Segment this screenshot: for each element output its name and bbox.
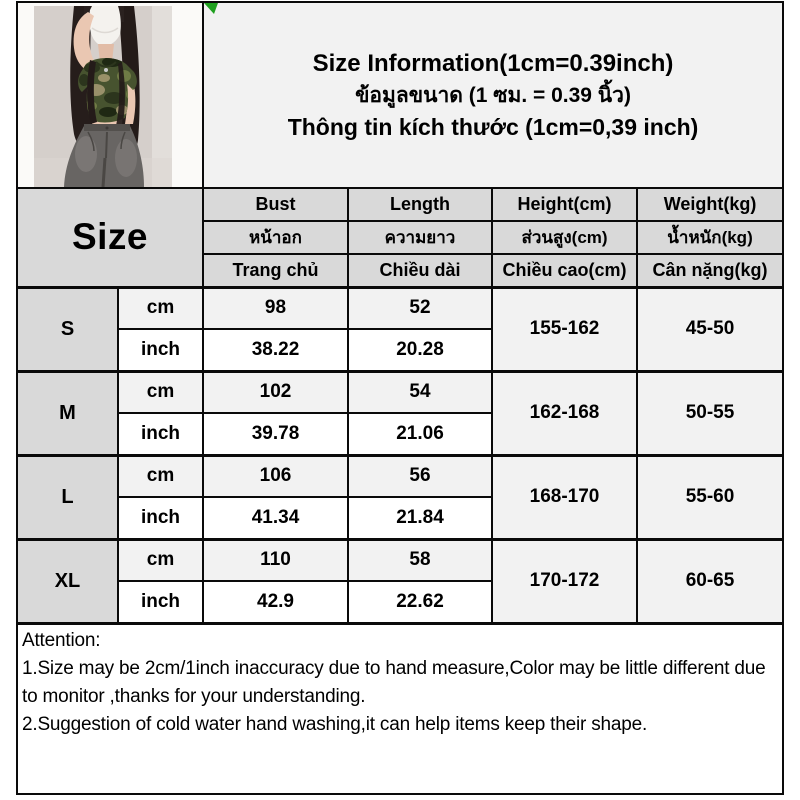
size-label-xl: XL (16, 537, 119, 624)
title-thai: ข้อมูลขนาด (1 ซม. = 0.39 นิ้ว) (355, 83, 631, 107)
unit-inch-s: inch (117, 328, 204, 372)
header-height-vi: Chiều cao(cm) (491, 253, 638, 288)
xl-bust-cm: 110 (202, 537, 349, 582)
header-row-th: หน้าอก ความยาว ส่วนสูง(cm) น้ำหนัก(kg) (17, 220, 785, 255)
m-length-cm: 54 (347, 369, 493, 414)
header-weight-vi: Cân nặng(kg) (635, 253, 785, 288)
row-s-inch: inch 38.22 20.28 (17, 328, 783, 372)
unit-inch-l: inch (117, 496, 204, 540)
size-label-m: M (16, 369, 119, 456)
title-vietnamese: Thông tin kích thước (1cm=0,39 inch) (287, 113, 699, 140)
header-row-vi: Trang chủ Chiều dài Chiều cao(cm) Cân nặ… (17, 253, 785, 288)
l-bust-inch: 41.34 (202, 496, 349, 540)
unit-cm-l: cm (117, 453, 204, 498)
unit-inch-xl: inch (117, 580, 204, 624)
title-cell: Size Information(1cm=0.39inch) ข้อมูลขนา… (201, 1, 785, 189)
unit-inch-m: inch (117, 412, 204, 456)
size-label-l: L (16, 453, 119, 540)
attention-row: Attention: 1.Size may be 2cm/1inch inacc… (15, 621, 785, 795)
header-weight-en: Weight(kg) (635, 187, 785, 222)
l-height: 168-170 (491, 453, 638, 540)
product-photo-illustration (34, 6, 172, 186)
l-length-cm: 56 (347, 453, 493, 498)
header-height-th: ส่วนสูง(cm) (491, 220, 638, 255)
attention-heading: Attention: (22, 629, 101, 651)
unit-cm-xl: cm (117, 537, 204, 582)
l-weight: 55-60 (635, 453, 785, 540)
m-height: 162-168 (491, 369, 638, 456)
product-photo-cell (16, 1, 204, 189)
header-bust-vi: Trang chủ (202, 253, 349, 288)
m-bust-inch: 39.78 (202, 412, 349, 456)
green-corner-marker-icon (205, 4, 218, 14)
xl-length-inch: 22.62 (347, 580, 493, 624)
l-length-inch: 21.84 (347, 496, 493, 540)
size-label-s: S (16, 285, 119, 372)
row-s-cm: S cm 98 52 155-162 45-50 (16, 285, 785, 372)
xl-height: 170-172 (491, 537, 638, 624)
m-length-inch: 21.06 (347, 412, 493, 456)
row-xl-cm: XL cm 110 58 170-172 60-65 (16, 537, 785, 624)
l-bust-cm: 106 (202, 453, 349, 498)
header-bust-th: หน้าอก (202, 220, 349, 255)
row-m-inch: inch 39.78 21.06 (17, 412, 783, 456)
size-corner-header: Size (16, 187, 204, 288)
attention-note-1: 1.Size may be 2cm/1inch inaccuracy due t… (22, 657, 766, 707)
s-bust-cm: 98 (202, 285, 349, 330)
s-weight: 45-50 (635, 285, 785, 372)
size-chart-sheet: Size Information(1cm=0.39inch) ข้อมูลขนา… (15, 1, 785, 795)
xl-weight: 60-65 (635, 537, 785, 624)
header-row-en: Size Bust Length Height(cm) Weight(kg) (16, 187, 785, 288)
xl-length-cm: 58 (347, 537, 493, 582)
top-row: Size Information(1cm=0.39inch) ข้อมูลขนา… (16, 1, 785, 189)
s-height: 155-162 (491, 285, 638, 372)
s-length-inch: 20.28 (347, 328, 493, 372)
size-chart-table: Size Information(1cm=0.39inch) ข้อมูลขนา… (15, 1, 785, 795)
xl-bust-inch: 42.9 (202, 580, 349, 624)
attention-note-2: 2.Suggestion of cold water hand washing,… (22, 713, 648, 735)
header-length-en: Length (347, 187, 493, 222)
m-bust-cm: 102 (202, 369, 349, 414)
title-english: Size Information(1cm=0.39inch) (312, 49, 674, 77)
row-m-cm: M cm 102 54 162-168 50-55 (16, 369, 785, 456)
attention-cell: Attention: 1.Size may be 2cm/1inch inacc… (15, 621, 785, 795)
row-l-inch: inch 41.34 21.84 (17, 496, 783, 540)
m-weight: 50-55 (635, 369, 785, 456)
s-length-cm: 52 (347, 285, 493, 330)
row-l-cm: L cm 106 56 168-170 55-60 (16, 453, 785, 540)
header-height-en: Height(cm) (491, 187, 638, 222)
header-length-vi: Chiều dài (347, 253, 493, 288)
s-bust-inch: 38.22 (202, 328, 349, 372)
unit-cm-m: cm (117, 369, 204, 414)
header-bust-en: Bust (202, 187, 349, 222)
row-xl-inch: inch 42.9 22.62 (17, 580, 783, 624)
header-length-th: ความยาว (347, 220, 493, 255)
unit-cm-s: cm (117, 285, 204, 330)
header-weight-th: น้ำหนัก(kg) (635, 220, 785, 255)
